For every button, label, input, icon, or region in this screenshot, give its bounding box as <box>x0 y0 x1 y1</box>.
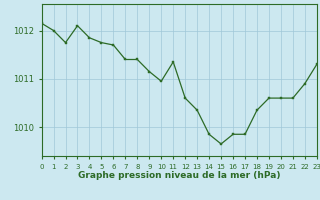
X-axis label: Graphe pression niveau de la mer (hPa): Graphe pression niveau de la mer (hPa) <box>78 171 280 180</box>
